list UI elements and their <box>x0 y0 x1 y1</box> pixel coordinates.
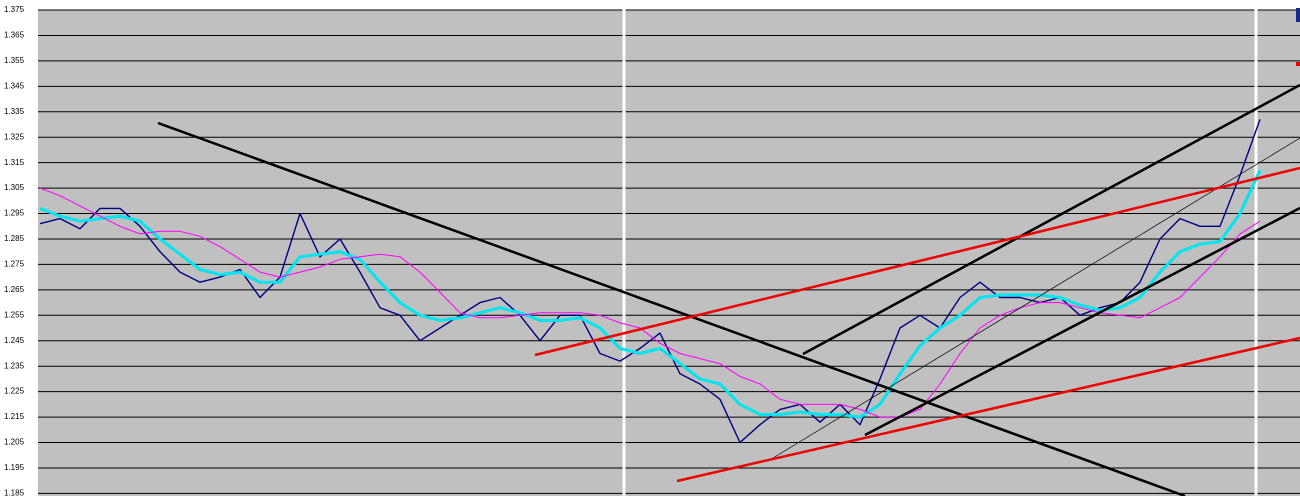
plot-area <box>38 10 1300 496</box>
edge-marker <box>1296 8 1300 22</box>
trend-line <box>772 137 1300 459</box>
y-tick-label: 1.365 <box>4 31 25 40</box>
y-tick-label: 1.235 <box>4 361 25 370</box>
y-tick-label: 1.325 <box>4 132 25 141</box>
series-group <box>39 119 1262 444</box>
grid <box>38 9 1300 494</box>
trend-line <box>157 121 1186 496</box>
y-tick-label: 1.195 <box>4 463 25 472</box>
y-tick-label: 1.305 <box>4 183 25 192</box>
y-tick-label: 1.345 <box>4 81 25 90</box>
edge-marker <box>1296 62 1300 66</box>
y-tick-label: 1.355 <box>4 56 25 65</box>
y-tick-label: 1.245 <box>4 336 25 345</box>
y-tick-label: 1.215 <box>4 412 25 421</box>
trend-line <box>802 83 1300 356</box>
y-tick-label: 1.255 <box>4 310 25 319</box>
series-line <box>39 169 1262 419</box>
y-tick-label: 1.335 <box>4 107 25 116</box>
series-line <box>39 187 1261 418</box>
y-tick-label: 1.285 <box>4 234 25 243</box>
y-tick-label: 1.205 <box>4 438 25 447</box>
y-tick-label: 1.375 <box>4 5 25 14</box>
trend-line <box>676 336 1300 483</box>
y-tick-label: 1.185 <box>4 489 25 496</box>
trend-line <box>864 206 1300 437</box>
y-tick-label: 1.225 <box>4 387 25 396</box>
y-tick-label: 1.295 <box>4 209 25 218</box>
trend-line <box>534 166 1300 357</box>
y-tick-label: 1.265 <box>4 285 25 294</box>
y-tick-label: 1.315 <box>4 158 25 167</box>
y-tick-label: 1.275 <box>4 260 25 269</box>
trend-lines <box>157 83 1300 496</box>
